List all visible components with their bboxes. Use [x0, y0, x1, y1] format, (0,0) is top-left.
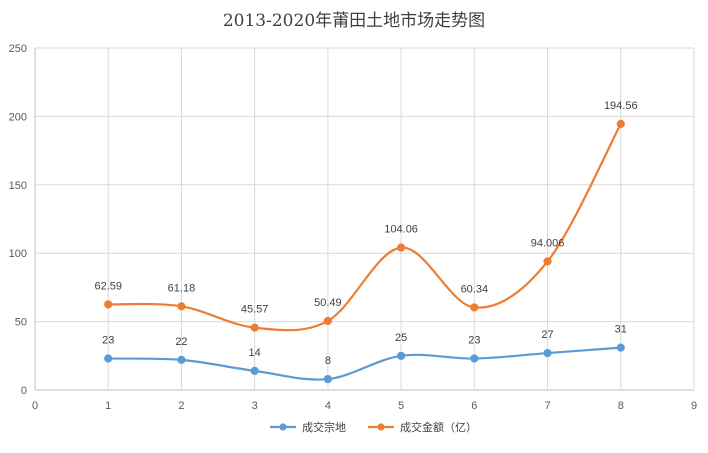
data-label-s2-7: 94.006 [531, 237, 565, 249]
data-label-s1-6: 23 [468, 335, 480, 347]
x-tick-label-1: 1 [105, 400, 111, 412]
data-point-s2-5 [397, 243, 406, 252]
data-label-s2-2: 61.18 [168, 282, 196, 294]
legend: 成交宗地 成交金额（亿） [270, 420, 477, 434]
data-label-s1-7: 27 [541, 329, 553, 341]
data-point-s2-8 [616, 119, 625, 128]
data-label-s1-3: 14 [249, 347, 261, 359]
data-point-s1-2 [177, 355, 186, 365]
data-point-s2-3 [250, 323, 259, 332]
data-label-s1-4: 8 [325, 355, 331, 367]
data-label-s2-1: 62.59 [94, 280, 122, 292]
data-point-s1-5 [397, 351, 406, 360]
data-label-s2-8: 194.56 [604, 100, 638, 112]
data-point-s2-7 [543, 257, 552, 266]
data-labels: 23 22 14 8 25 23 27 31 62.59 61.18 45.57 50.49 104.0… [94, 100, 637, 367]
x-tick-label-9: 9 [691, 400, 697, 412]
data-point-s2-1 [104, 300, 113, 309]
x-tick-label-6: 6 [471, 400, 477, 412]
legend-label-2: 成交金额（亿） [400, 420, 477, 434]
data-point-s1-7 [543, 348, 552, 358]
data-point-s1-8 [616, 343, 625, 352]
data-point-s2-4 [323, 316, 332, 326]
data-point-s1-4 [323, 374, 332, 384]
y-tick-label-0: 0 [21, 385, 27, 397]
data-point-s2-2 [177, 302, 186, 311]
x-tick-label-4: 4 [325, 400, 331, 412]
y-tick-label-150: 150 [9, 180, 27, 192]
grid [34, 47, 695, 391]
data-point-s2-6 [470, 303, 479, 312]
legend-marker-2 [377, 423, 385, 431]
legend-marker-1 [279, 423, 287, 431]
data-label-s2-5: 104.06 [384, 224, 418, 236]
x-tick-label-0: 0 [32, 400, 38, 412]
data-label-s1-8: 31 [615, 324, 627, 336]
y-tick-label-50: 50 [15, 317, 27, 329]
data-label-s2-4: 50.49 [314, 297, 342, 309]
series-line-1 [108, 346, 621, 381]
data-label-s1-2: 22 [175, 336, 187, 348]
x-tick-label-5: 5 [398, 400, 404, 412]
data-label-s2-6: 60.34 [461, 283, 489, 295]
data-label-s1-5: 25 [395, 332, 407, 344]
data-label-s2-3: 45.57 [241, 304, 269, 316]
data-point-s1-1 [104, 354, 113, 363]
x-tick-label-8: 8 [618, 400, 624, 412]
legend-label-1: 成交宗地 [302, 420, 346, 434]
y-tick-label-100: 100 [9, 248, 27, 260]
x-tick-label-7: 7 [544, 400, 550, 412]
series-line-2 [108, 123, 622, 332]
y-tick-label-250: 250 [9, 43, 27, 55]
x-tick-label-2: 2 [178, 400, 184, 412]
series-layer [104, 119, 625, 384]
data-label-s1-1: 23 [102, 335, 114, 347]
y-tick-label-200: 200 [9, 111, 27, 123]
data-point-s1-6 [470, 354, 479, 363]
data-point-s1-3 [250, 366, 259, 375]
chart-title: 2013-2020年莆田土地市场走势图 [222, 11, 486, 31]
x-tick-label-3: 3 [252, 400, 258, 412]
